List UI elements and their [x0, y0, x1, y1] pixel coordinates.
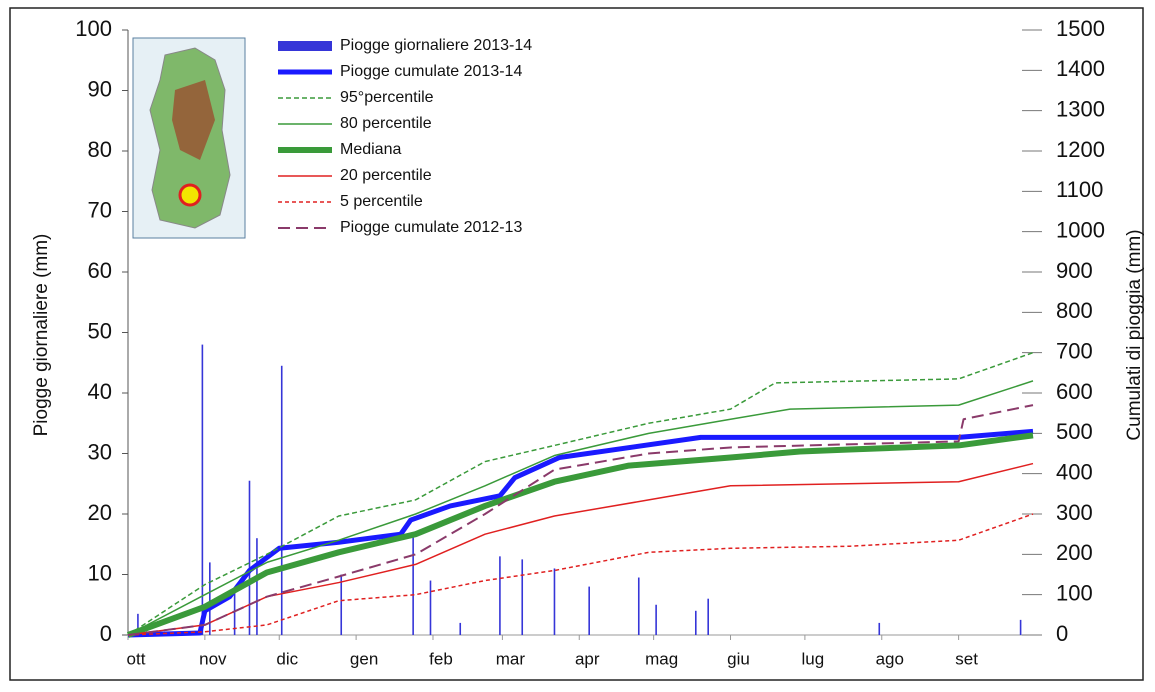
cumulative-line — [128, 431, 1033, 635]
daily-bar — [707, 599, 709, 635]
daily-bar — [430, 581, 432, 635]
legend-swatch — [278, 41, 332, 51]
y2-tick-label: 1300 — [1056, 96, 1105, 121]
y-tick-label: 50 — [88, 318, 112, 343]
daily-bar — [1020, 620, 1022, 635]
cumulative-line — [128, 464, 1033, 635]
legend-label: 95°percentile — [340, 89, 434, 106]
x-tick-label: mag — [645, 649, 678, 668]
legend-label: 20 percentile — [340, 167, 432, 184]
y2-tick-label: 700 — [1056, 338, 1093, 363]
map-inset — [133, 38, 245, 238]
daily-bar — [521, 559, 523, 635]
legend-label: Piogge cumulate 2012-13 — [340, 219, 522, 236]
y-axis-title: Piogge giornaliere (mm) — [31, 234, 52, 437]
y2-tick-label: 1200 — [1056, 137, 1105, 162]
cumulative-line — [128, 381, 1033, 635]
chart: Piogge giornaliere (mm) Cumulati di piog… — [0, 0, 1155, 687]
y-tick-label: 70 — [88, 197, 112, 222]
y-tick-label: 80 — [88, 137, 112, 162]
y2-axis-title: Cumulati di pioggia (mm) — [1124, 229, 1145, 440]
y-tick-label: 0 — [100, 621, 112, 646]
y2-tick-label: 1000 — [1056, 217, 1105, 242]
y-tick-label: 60 — [88, 258, 112, 283]
daily-bar — [412, 532, 414, 635]
y-tick-label: 40 — [88, 379, 112, 404]
legend-label: Piogge cumulate 2013-14 — [340, 63, 522, 80]
daily-bar — [655, 605, 657, 635]
y2-tick-label: 1400 — [1056, 56, 1105, 81]
daily-bar — [459, 623, 461, 635]
y2-tick-label: 800 — [1056, 298, 1093, 323]
x-tick-label: gen — [350, 649, 378, 668]
y2-tick-label: 400 — [1056, 459, 1093, 484]
legend-label: Mediana — [340, 141, 401, 158]
legend-label: 80 percentile — [340, 115, 432, 132]
daily-bar — [340, 575, 342, 636]
y-tick-label: 90 — [88, 76, 112, 101]
y2-tick-label: 600 — [1056, 379, 1093, 404]
x-tick-label: dic — [276, 649, 298, 668]
legend-label: 5 percentile — [340, 193, 423, 210]
y2-tick-label: 500 — [1056, 419, 1093, 444]
daily-bar — [499, 556, 501, 635]
daily-bar — [249, 481, 251, 635]
daily-bar — [588, 587, 590, 635]
daily-bar — [878, 623, 880, 635]
x-tick-label: giu — [727, 649, 750, 668]
y2-tick-label: 0 — [1056, 621, 1068, 646]
y2-tick-label: 1100 — [1056, 177, 1103, 202]
y2-tick-label: 200 — [1056, 540, 1093, 565]
x-tick-label: apr — [575, 649, 600, 668]
daily-bar — [695, 611, 697, 635]
x-tick-label: lug — [802, 649, 825, 668]
x-tick-label: ago — [876, 649, 904, 668]
y2-tick-label: 100 — [1056, 580, 1093, 605]
daily-bar — [202, 345, 204, 635]
y2-tick-label: 1500 — [1056, 16, 1105, 41]
y-tick-label: 30 — [88, 439, 112, 464]
x-tick-label: mar — [496, 649, 526, 668]
y-tick-label: 100 — [75, 16, 112, 41]
legend-label: Piogge giornaliere 2013-14 — [340, 37, 532, 54]
x-tick-label: nov — [199, 649, 227, 668]
y-tick-label: 20 — [88, 500, 112, 525]
y2-tick-label: 300 — [1056, 500, 1093, 525]
daily-bar — [209, 562, 211, 635]
x-tick-label: ott — [127, 649, 146, 668]
y-tick-label: 10 — [88, 560, 112, 585]
x-tick-label: set — [955, 649, 978, 668]
location-marker — [180, 185, 200, 205]
daily-bar — [638, 578, 640, 635]
daily-bar — [256, 538, 258, 635]
x-tick-label: feb — [429, 649, 453, 668]
cumulative-line — [128, 353, 1033, 635]
daily-bar — [554, 568, 556, 635]
y2-tick-label: 900 — [1056, 258, 1093, 283]
